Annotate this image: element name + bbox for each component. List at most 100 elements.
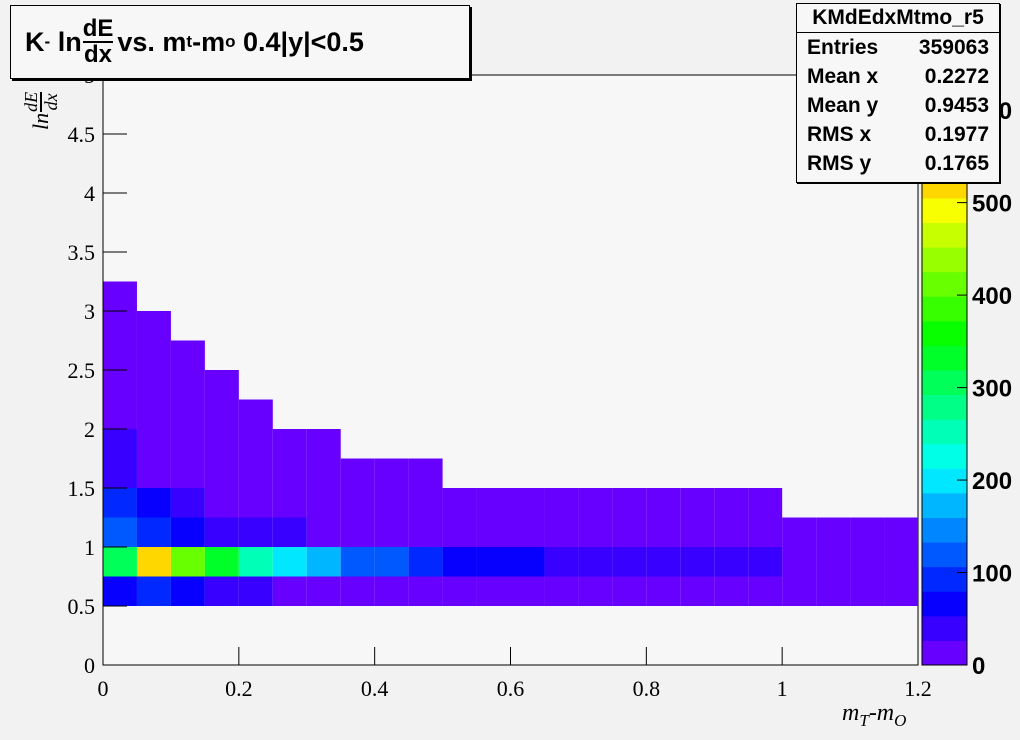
heatmap-cell [646,576,681,606]
heatmap-cell [136,458,171,488]
z-tick-label: 300 [972,376,1012,403]
heatmap-cell [170,458,205,488]
heatmap-cell [204,488,239,518]
heatmap-cell [374,576,409,606]
heatmap-cell [680,517,715,547]
y-tick-label: 4.5 [68,122,96,147]
heatmap-cell [272,576,307,606]
z-tick-label: 0 [972,653,985,680]
title-part: dE [82,15,114,43]
heatmap-cell [136,517,171,547]
title-part: t [186,32,193,51]
heatmap-cell [170,399,205,429]
heatmap-cell [103,488,137,518]
heatmap-cell [238,547,273,577]
palette-band [922,492,967,518]
heatmap-cell [782,576,817,606]
heatmap-cell [103,429,137,459]
heatmap-cell [680,576,715,606]
heatmap-cell [204,370,239,400]
y-tick-label: 2.5 [68,358,96,383]
palette-band [922,468,967,494]
heatmap-cell [680,488,715,518]
heatmap-cell [442,517,477,547]
y-tick-label: 3 [84,299,95,324]
stats-row: RMS x 0.1977 [797,120,999,149]
stats-value: 0.9453 [924,94,989,117]
palette-band [922,370,967,396]
heatmap-cell [136,576,171,606]
heatmap-cell [816,517,851,547]
stats-label: Mean y [807,94,879,117]
x-tick-label: 0.4 [361,676,389,701]
heatmap-cell [816,547,851,577]
heatmap-cell [850,547,885,577]
title-part: 0.4|y|<0.5 [242,26,364,57]
heatmap-cell [476,488,511,518]
heatmap-cell [408,576,443,606]
heatmap-cell [170,429,205,459]
palette-band [922,320,967,346]
x-tick-label: 1.2 [904,676,932,701]
y-tick-label: 0 [84,653,95,678]
heatmap-cell [612,517,647,547]
heatmap-cell [340,488,375,518]
heatmap-cell [170,370,205,400]
heatmap-cell [884,576,918,606]
stats-box: KMdEdxMtmo_r5 Entries 359063 Mean x 0.2272 Me… [796,3,1000,183]
cells [103,281,918,606]
heatmap-cell [884,517,918,547]
heatmap-cell [374,517,409,547]
heatmap-cell [748,517,783,547]
heatmap-cell [816,576,851,606]
y-tick-label: 3.5 [68,240,96,265]
heatmap-cell [238,429,273,459]
title-part: o [225,32,236,51]
heatmap-cell [103,340,137,370]
heatmap-cell [170,488,205,518]
heatmap-cell [646,547,681,577]
heatmap-cell [714,576,749,606]
heatmap-cell [306,576,341,606]
heatmap-cell [748,488,783,518]
heatmap-cell [680,547,715,577]
x-tick-label: 0.2 [225,676,253,701]
axis-title-part: dx [41,93,61,111]
palette-band [922,345,967,371]
heatmap-cell [204,458,239,488]
heatmap-cell [238,399,273,429]
heatmap-cell [103,370,137,400]
heatmap-cell [646,517,681,547]
heatmap-cell [748,547,783,577]
heatmap-cell [272,488,307,518]
heatmap-cell [170,576,205,606]
heatmap-cell [306,517,341,547]
z-tick-label: 200 [972,468,1012,495]
axes: 00.20.40.60.811.200.511.522.533.544.55 [68,63,932,701]
heatmap-cell [238,458,273,488]
heatmap-cell [272,547,307,577]
heatmap-cell [510,576,545,606]
heatmap-cell [204,547,239,577]
heatmap-cell [103,576,137,606]
palette-band [922,394,967,420]
heatmap-cell [544,547,579,577]
heatmap-cell [646,488,681,518]
heatmap-cell [612,547,647,577]
x-axis-title: mT-mO [842,700,906,731]
heatmap-cell [136,429,171,459]
title-part: dx [84,41,113,68]
title-part: - [44,32,51,51]
z-tick-label: 100 [972,561,1012,588]
z-tick-label: 400 [972,283,1012,310]
heatmap-cell [782,547,817,577]
heatmap-cell [136,547,171,577]
heatmap-cell [306,458,341,488]
heatmap-cell [884,547,918,577]
palette-band [922,615,967,641]
axis-title-part: m [842,700,860,726]
y-tick-label: 2 [84,417,95,442]
heatmap-cell [103,399,137,429]
heatmap-cell [204,576,239,606]
